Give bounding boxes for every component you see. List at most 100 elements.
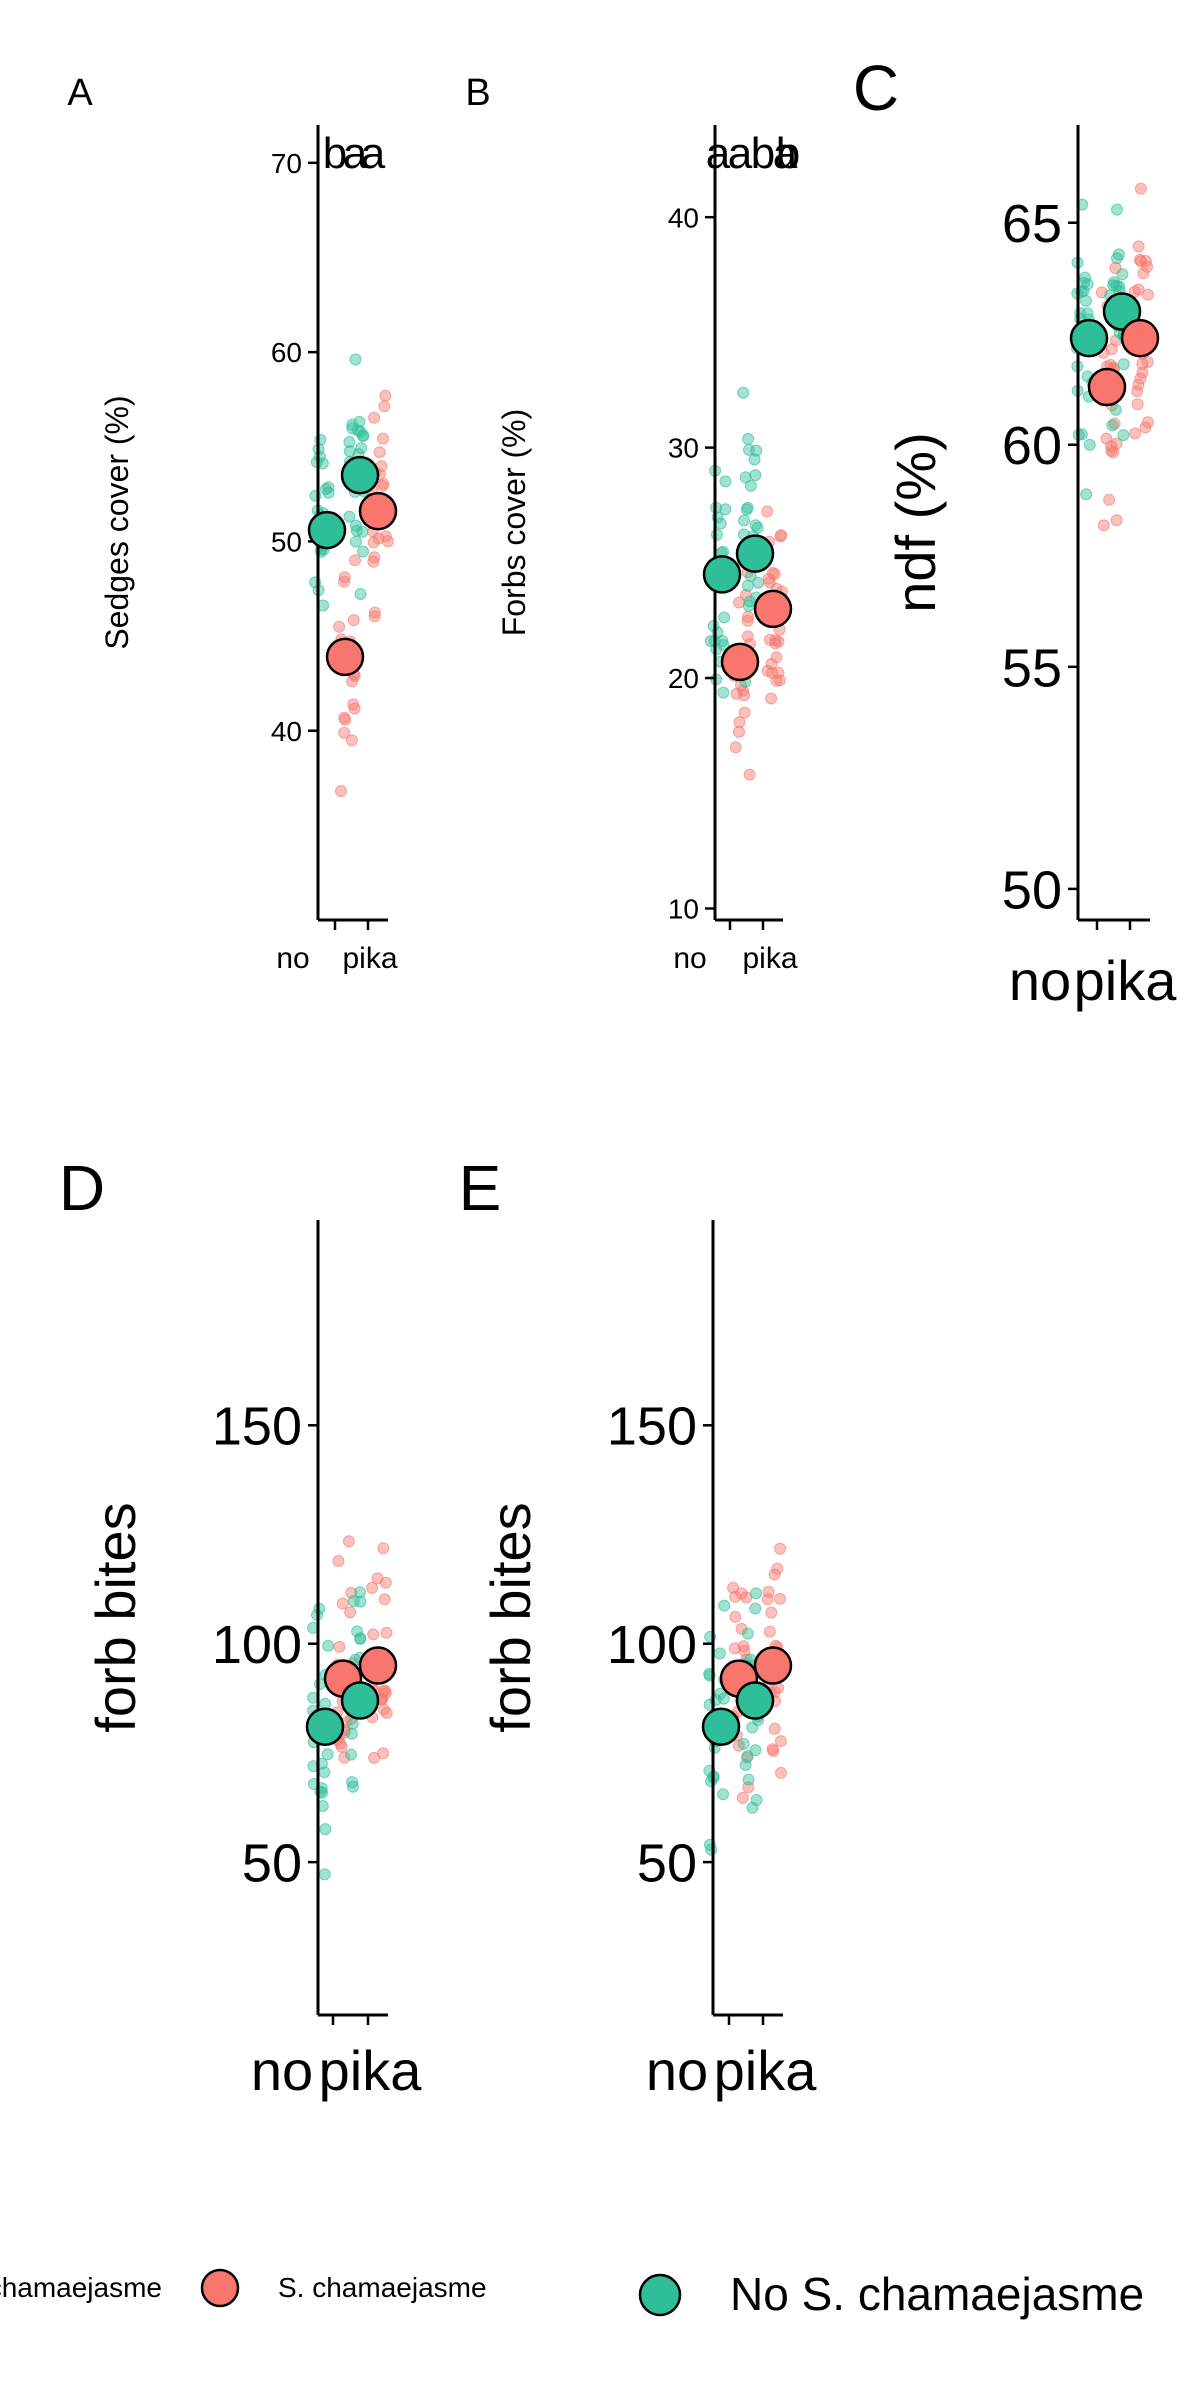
raw-point <box>740 503 753 516</box>
raw-point <box>737 1640 750 1653</box>
raw-point <box>338 575 351 588</box>
raw-point <box>347 1780 359 1793</box>
significance-letter: a <box>361 129 386 178</box>
raw-point <box>1136 358 1149 370</box>
raw-point <box>344 1606 357 1619</box>
raw-point <box>338 571 351 584</box>
raw-point <box>752 576 765 589</box>
raw-point <box>343 445 356 458</box>
raw-point <box>729 1610 742 1623</box>
panel-a: A 40 50 60 70 no pika Sedges cover (%) baa <box>67 72 398 975</box>
raw-point <box>379 389 392 402</box>
raw-point <box>738 706 751 719</box>
raw-point <box>354 1632 367 1645</box>
raw-point <box>733 716 746 729</box>
raw-point <box>1137 267 1150 280</box>
raw-point <box>741 579 754 592</box>
x-tick-label-no: no <box>646 2039 708 2102</box>
raw-point <box>319 1823 332 1836</box>
panel-e: E 50 100 150 no pika forb bites <box>459 1152 818 2102</box>
y-tick-label: 40 <box>271 716 302 747</box>
raw-point <box>376 479 389 492</box>
raw-point <box>718 1599 731 1612</box>
raw-point <box>1132 240 1145 253</box>
y-tick-label: 30 <box>668 433 699 464</box>
raw-point <box>378 1703 390 1716</box>
raw-point <box>377 432 389 445</box>
mean-point-sc-pika <box>358 1646 398 1685</box>
raw-point <box>738 1644 751 1657</box>
raw-point <box>357 545 369 558</box>
raw-point <box>741 614 754 627</box>
raw-point <box>343 510 356 523</box>
significance-letter: a <box>773 129 798 178</box>
raw-point <box>774 1735 787 1748</box>
y-tick-label: 50 <box>271 527 302 558</box>
raw-point <box>332 1555 345 1567</box>
mean-point-no-sc-pika <box>1102 292 1142 331</box>
y-tick-label: 100 <box>212 1615 302 1675</box>
raw-point <box>377 1542 390 1555</box>
raw-point <box>775 529 788 542</box>
x-tick-label-no: no <box>251 2039 313 2102</box>
raw-point <box>333 1640 346 1653</box>
y-tick-label: 55 <box>1002 638 1062 698</box>
panel-tag: B <box>465 72 490 114</box>
raw-point <box>379 530 392 543</box>
mean-point-sc-no <box>325 637 365 677</box>
raw-point <box>735 1622 748 1635</box>
mean-point-no-sc-pika <box>340 1681 380 1720</box>
mean-point-sc-no <box>1087 367 1127 407</box>
panel-tag: D <box>59 1152 105 1224</box>
raw-point <box>741 1627 754 1640</box>
mean-point-sc-pika <box>753 1646 793 1685</box>
raw-point <box>765 1606 778 1619</box>
raw-point <box>368 606 381 619</box>
legend-key-sc <box>200 2268 240 2308</box>
raw-point <box>1081 307 1094 320</box>
y-tick-label: 50 <box>1002 860 1062 920</box>
raw-point <box>354 1595 367 1608</box>
raw-point <box>354 1586 366 1599</box>
raw-point <box>743 595 756 608</box>
raw-point <box>378 1593 391 1606</box>
raw-point <box>1129 427 1142 440</box>
raw-point <box>339 713 352 726</box>
y-axis-label: forb bites <box>84 1502 147 1732</box>
mean-point-no-sc-no <box>1069 318 1109 358</box>
raw-point <box>1105 343 1118 356</box>
mean-point-no-sc-no <box>701 1707 741 1746</box>
raw-point <box>347 614 360 627</box>
raw-point <box>1080 488 1093 501</box>
y-axis-label: forb bites <box>479 1502 542 1732</box>
mean-point-no-sc-pika <box>340 455 380 495</box>
raw-point <box>733 725 745 738</box>
raw-point <box>1083 438 1096 451</box>
raw-point <box>736 1791 749 1804</box>
legend: No S. chamaejasme S. chamaejasme No S. cha… <box>0 2268 1144 2320</box>
mean-point-sc-no <box>720 642 760 682</box>
raw-point <box>768 1568 781 1581</box>
raw-point <box>1134 182 1147 195</box>
raw-point <box>765 692 778 705</box>
raw-point <box>1111 203 1123 216</box>
x-tick-label-pika: pika <box>714 2039 818 2102</box>
raw-point <box>739 1759 752 1771</box>
y-tick-label: 50 <box>242 1834 302 1894</box>
raw-point <box>368 411 381 424</box>
raw-point <box>705 1843 718 1856</box>
mean-point-no-sc-pika <box>735 1681 775 1720</box>
raw-point <box>770 651 783 664</box>
legend-label-no-sc-small: No S. chamaejasme <box>0 2272 162 2303</box>
raw-point <box>719 503 732 516</box>
raw-point <box>737 684 750 697</box>
y-tick-label: 100 <box>607 1615 697 1675</box>
raw-point <box>1106 419 1119 432</box>
raw-point <box>1110 514 1123 527</box>
raw-point <box>749 1602 762 1615</box>
significance-letter: b <box>323 129 347 178</box>
raw-point <box>717 686 730 699</box>
raw-point <box>348 702 361 715</box>
raw-point <box>1109 403 1122 416</box>
